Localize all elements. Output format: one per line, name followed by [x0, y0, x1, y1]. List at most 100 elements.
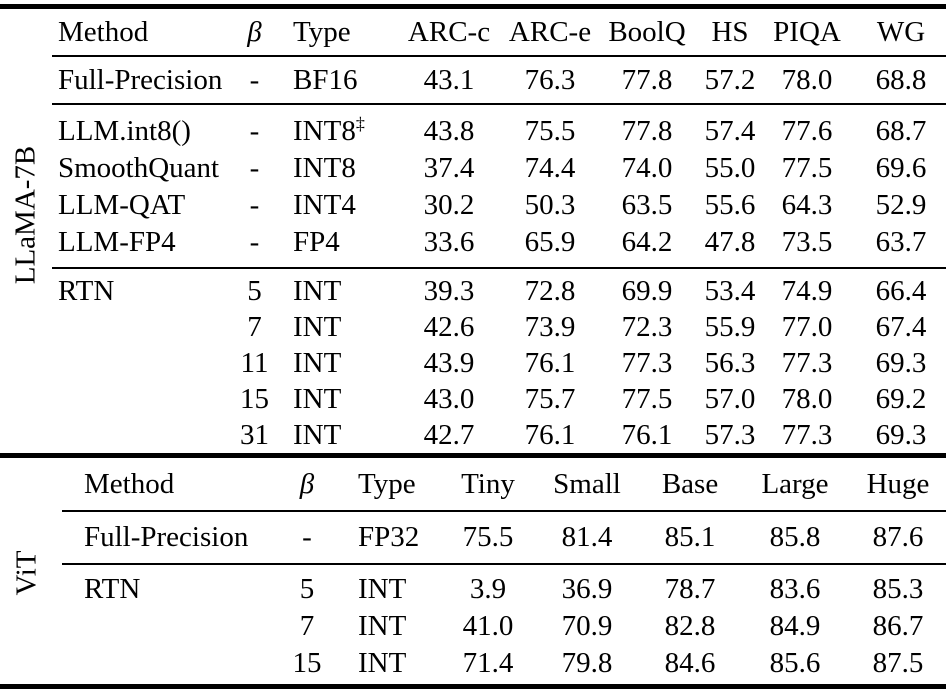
- col-header-method: Method: [58, 15, 149, 48]
- beta-cell: 5: [247, 274, 262, 307]
- score-cell: 68.8: [875, 63, 927, 96]
- method-cell: [52, 309, 232, 345]
- row-group-label-vit: ViT: [10, 550, 43, 596]
- score-cell: 63.7: [875, 226, 927, 258]
- col-header-type: Type: [358, 467, 416, 500]
- score-cell: 85.3: [872, 573, 924, 605]
- table-row: 15 INT 71.4 79.8 84.6 85.6 87.5: [62, 645, 946, 682]
- table-row: Full-Precision - BF16 43.1 76.3 77.8 57.…: [52, 56, 946, 104]
- method-cell: RTN: [84, 573, 141, 605]
- score-cell: 85.1: [664, 521, 716, 553]
- beta-cell: 15: [240, 382, 269, 415]
- score-cell: 57.0: [704, 382, 756, 415]
- type-cell: INT: [293, 418, 342, 451]
- score-cell: 69.6: [875, 152, 927, 184]
- score-cell: 65.9: [524, 226, 576, 258]
- score-cell: 76.3: [524, 63, 576, 96]
- score-cell: 64.3: [781, 189, 833, 221]
- score-cell: 83.6: [769, 573, 821, 605]
- score-cell: 30.2: [423, 189, 475, 221]
- beta-cell: 11: [240, 346, 269, 379]
- table-row: 15 INT 43.0 75.7 77.5 57.0 78.0 69.2: [52, 381, 946, 417]
- score-cell: 77.8: [621, 115, 673, 147]
- col-header-small: Small: [553, 467, 621, 500]
- score-cell: 67.4: [875, 310, 927, 343]
- table-row: 7 INT 42.6 73.9 72.3 55.9 77.0 67.4: [52, 309, 946, 345]
- vit-benchmark-table: Method β Type Tiny Small Base Large Huge…: [62, 458, 946, 682]
- table-row: LLM-QAT - INT4 30.2 50.3 63.5 55.6 64.3 …: [52, 187, 946, 224]
- col-header-type: Type: [293, 15, 351, 48]
- type-cell: INT8‡: [293, 113, 365, 147]
- col-header-base: Base: [661, 467, 719, 500]
- score-cell: 78.0: [781, 382, 833, 415]
- top-rule: [0, 4, 946, 9]
- score-cell: 87.5: [872, 647, 924, 679]
- col-header-piqa: PIQA: [773, 15, 841, 48]
- col-header-tiny: Tiny: [461, 467, 515, 500]
- type-cell: INT4: [293, 189, 356, 221]
- col-header-boolq: BoolQ: [608, 15, 686, 48]
- method-cell: RTN: [58, 274, 115, 307]
- score-cell: 66.4: [875, 274, 927, 307]
- row-group-label-llama: LLaMA-7B: [9, 145, 42, 285]
- vit-header-row: Method β Type Tiny Small Base Large Huge: [62, 458, 946, 511]
- score-cell: 77.0: [781, 310, 833, 343]
- score-cell: 3.9: [469, 573, 507, 605]
- type-cell: INT: [358, 573, 407, 605]
- method-cell: [62, 645, 292, 682]
- table-row: RTN 5 INT 39.3 72.8 69.9 53.4 74.9 66.4: [52, 268, 946, 309]
- score-cell: 72.3: [621, 310, 673, 343]
- table-row: RTN 5 INT 3.9 36.9 78.7 83.6 85.3: [62, 564, 946, 608]
- score-cell: 43.0: [423, 382, 475, 415]
- table-separator-rule: [0, 453, 946, 458]
- bottom-rule: [0, 684, 946, 689]
- method-cell: [52, 417, 232, 453]
- type-cell: INT8: [293, 152, 356, 184]
- method-cell: [62, 608, 292, 645]
- beta-cell: -: [302, 521, 312, 553]
- score-cell: 74.9: [781, 274, 833, 307]
- col-header-arc-c: ARC-c: [407, 15, 491, 48]
- beta-cell: -: [249, 189, 260, 221]
- col-header-large: Large: [761, 467, 829, 500]
- score-cell: 50.3: [524, 189, 576, 221]
- score-cell: 76.1: [524, 418, 576, 451]
- score-cell: 85.6: [769, 647, 821, 679]
- method-cell: LLM-QAT: [58, 189, 186, 221]
- col-header-method: Method: [84, 467, 175, 500]
- method-cell: LLM.int8(): [58, 115, 191, 147]
- score-cell: 39.3: [423, 274, 475, 307]
- score-cell: 37.4: [423, 152, 475, 184]
- beta-cell: 15: [292, 647, 322, 679]
- score-cell: 71.4: [462, 647, 514, 679]
- score-cell: 87.6: [872, 521, 924, 553]
- beta-cell: -: [249, 152, 260, 184]
- score-cell: 64.2: [621, 226, 673, 258]
- col-header-beta: β: [247, 15, 262, 48]
- llama-benchmark-table: Method β Type ARC-c ARC-e BoolQ HS PIQA …: [52, 9, 946, 453]
- llama-header-row: Method β Type ARC-c ARC-e BoolQ HS PIQA …: [52, 9, 946, 56]
- score-cell: 63.5: [621, 189, 673, 221]
- type-cell: INT: [358, 610, 407, 642]
- type-cell: BF16: [293, 63, 358, 96]
- type-superscript: ‡: [355, 113, 365, 134]
- score-cell: 43.8: [423, 115, 475, 147]
- score-cell: 81.4: [561, 521, 613, 553]
- method-cell: [52, 381, 232, 417]
- beta-cell: -: [249, 226, 260, 258]
- type-cell: INT: [293, 274, 342, 307]
- score-cell: 77.5: [781, 152, 833, 184]
- score-cell: 76.1: [524, 346, 576, 379]
- score-cell: 85.8: [769, 521, 821, 553]
- type-cell: INT: [293, 382, 342, 415]
- score-cell: 77.8: [621, 63, 673, 96]
- score-cell: 77.3: [621, 346, 673, 379]
- col-header-hs: HS: [711, 15, 749, 48]
- score-cell: 77.5: [621, 382, 673, 415]
- score-cell: 69.2: [875, 382, 927, 415]
- col-header-beta: β: [299, 467, 315, 500]
- score-cell: 84.9: [769, 610, 821, 642]
- method-cell: [52, 345, 232, 381]
- beta-cell: 7: [299, 610, 315, 642]
- type-cell: INT: [293, 346, 342, 379]
